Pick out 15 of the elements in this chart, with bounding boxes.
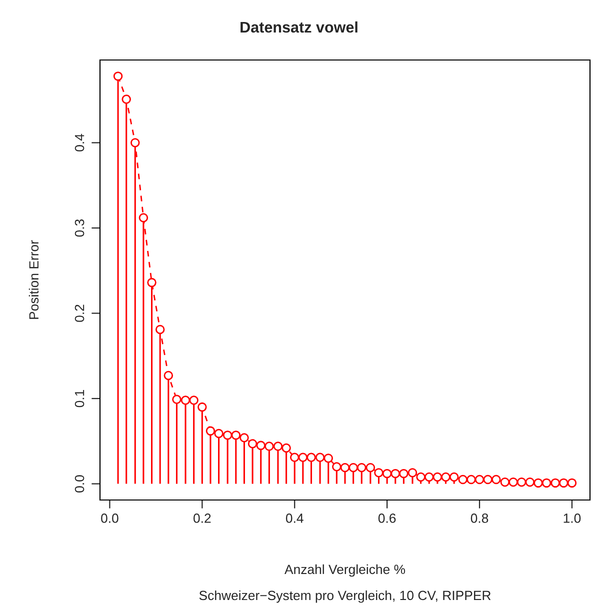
y-tick-label: 0.0	[74, 475, 84, 492]
x-tick-label: 0.8	[470, 514, 488, 523]
x-tick-label: 0.6	[378, 514, 396, 523]
x-tick-label: 1.0	[564, 514, 581, 523]
chart-title: Datensatz vowel	[240, 21, 358, 33]
text: Schweizer−System pro Vergleich, 10 CV, RIPPER	[199, 590, 491, 603]
x-tick-label: 0.2	[194, 514, 211, 523]
x-tick-label: 0.4	[286, 514, 304, 523]
x-axis-title: Anzahl Vergleiche %	[284, 564, 406, 577]
x-tick-label: 0.0	[101, 514, 118, 523]
y-tick-label: 0.2	[74, 304, 84, 322]
y-tick-label: 0.4	[74, 134, 84, 152]
y-tick-label: 0.1	[74, 390, 84, 408]
y-tick-label: 0.3	[74, 219, 84, 237]
y-axis-title: Position Error	[28, 240, 39, 319]
